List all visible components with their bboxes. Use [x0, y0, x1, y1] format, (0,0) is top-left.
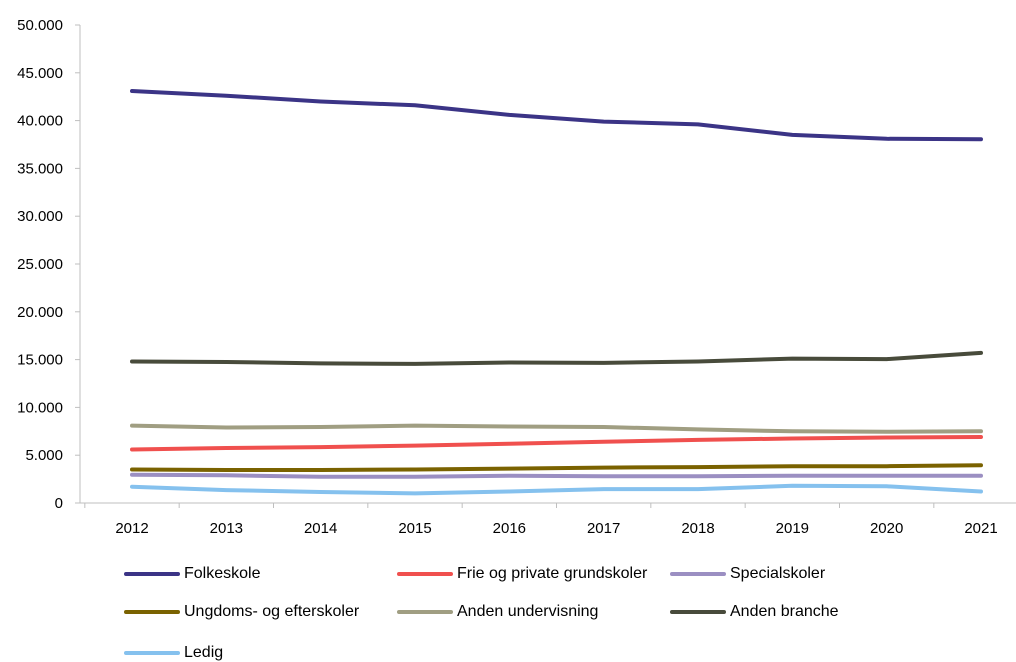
y-tick-label: 45.000 — [17, 65, 63, 82]
x-tick-label: 2020 — [870, 520, 903, 537]
legend-label: Anden undervisning — [457, 603, 599, 620]
x-tick-label: 2016 — [493, 520, 526, 537]
series-line-4 — [130, 423, 983, 434]
legend-item[interactable]: Frie og private grundskoler — [397, 565, 647, 583]
y-tick-label: 50.000 — [17, 17, 63, 34]
legend-label: Ledig — [184, 644, 224, 661]
legend-label: Frie og private grundskoler — [457, 565, 648, 582]
series-line-5 — [130, 350, 983, 366]
legend-item[interactable]: Ungdoms- og efterskoler — [124, 603, 359, 621]
legend-swatch — [397, 610, 453, 614]
y-axis: 0 5.000 10.000 15.000 20.000 25.000 30.000 35.0… — [17, 17, 81, 512]
x-tick-label: 2019 — [776, 520, 809, 537]
legend-item[interactable]: Anden branche — [670, 603, 839, 621]
x-tick-label: 2014 — [304, 520, 337, 537]
y-tick-label: 25.000 — [17, 256, 63, 273]
y-tick-label: 20.000 — [17, 304, 63, 321]
legend-label: Specialskoler — [730, 565, 826, 582]
y-tick-label: 0 — [55, 495, 63, 512]
legend-swatch — [670, 610, 726, 614]
x-axis: 2012 2013 2014 2015 2016 2017 2018 2019 2020 2021 — [80, 502, 1016, 537]
series-line-1 — [130, 435, 983, 452]
legend-item[interactable]: Ledig — [124, 644, 223, 662]
series-line-0 — [130, 89, 983, 142]
legend-swatch — [670, 572, 726, 576]
legend-swatch — [124, 651, 180, 655]
x-tick-label: 2018 — [681, 520, 714, 537]
y-tick-label: 40.000 — [17, 113, 63, 130]
x-tick-label: 2013 — [210, 520, 243, 537]
legend-item[interactable]: Specialskoler — [670, 565, 825, 583]
series-line-6 — [130, 483, 983, 496]
y-tick-label: 35.000 — [17, 160, 63, 177]
series-lines — [130, 89, 983, 496]
legend-swatch — [124, 610, 180, 614]
series-line-3 — [130, 463, 983, 472]
y-tick-label: 5.000 — [25, 447, 63, 464]
x-tick-label: 2017 — [587, 520, 620, 537]
y-tick-label: 30.000 — [17, 208, 63, 225]
y-tick-label: 10.000 — [17, 399, 63, 416]
y-tick-label: 15.000 — [17, 352, 63, 369]
legend-label: Ungdoms- og efterskoler — [184, 603, 360, 620]
legend-item[interactable]: Folkeskole — [124, 565, 260, 583]
x-tick-label: 2021 — [964, 520, 997, 537]
legend-label: Anden branche — [730, 603, 839, 620]
x-tick-label: 2015 — [398, 520, 431, 537]
legend-label: Folkeskole — [184, 565, 261, 582]
series-line-2 — [130, 472, 983, 479]
legend-item[interactable]: Anden undervisning — [397, 603, 598, 621]
x-tick-label: 2012 — [115, 520, 148, 537]
legend-swatch — [397, 572, 453, 576]
legend-swatch — [124, 572, 180, 576]
